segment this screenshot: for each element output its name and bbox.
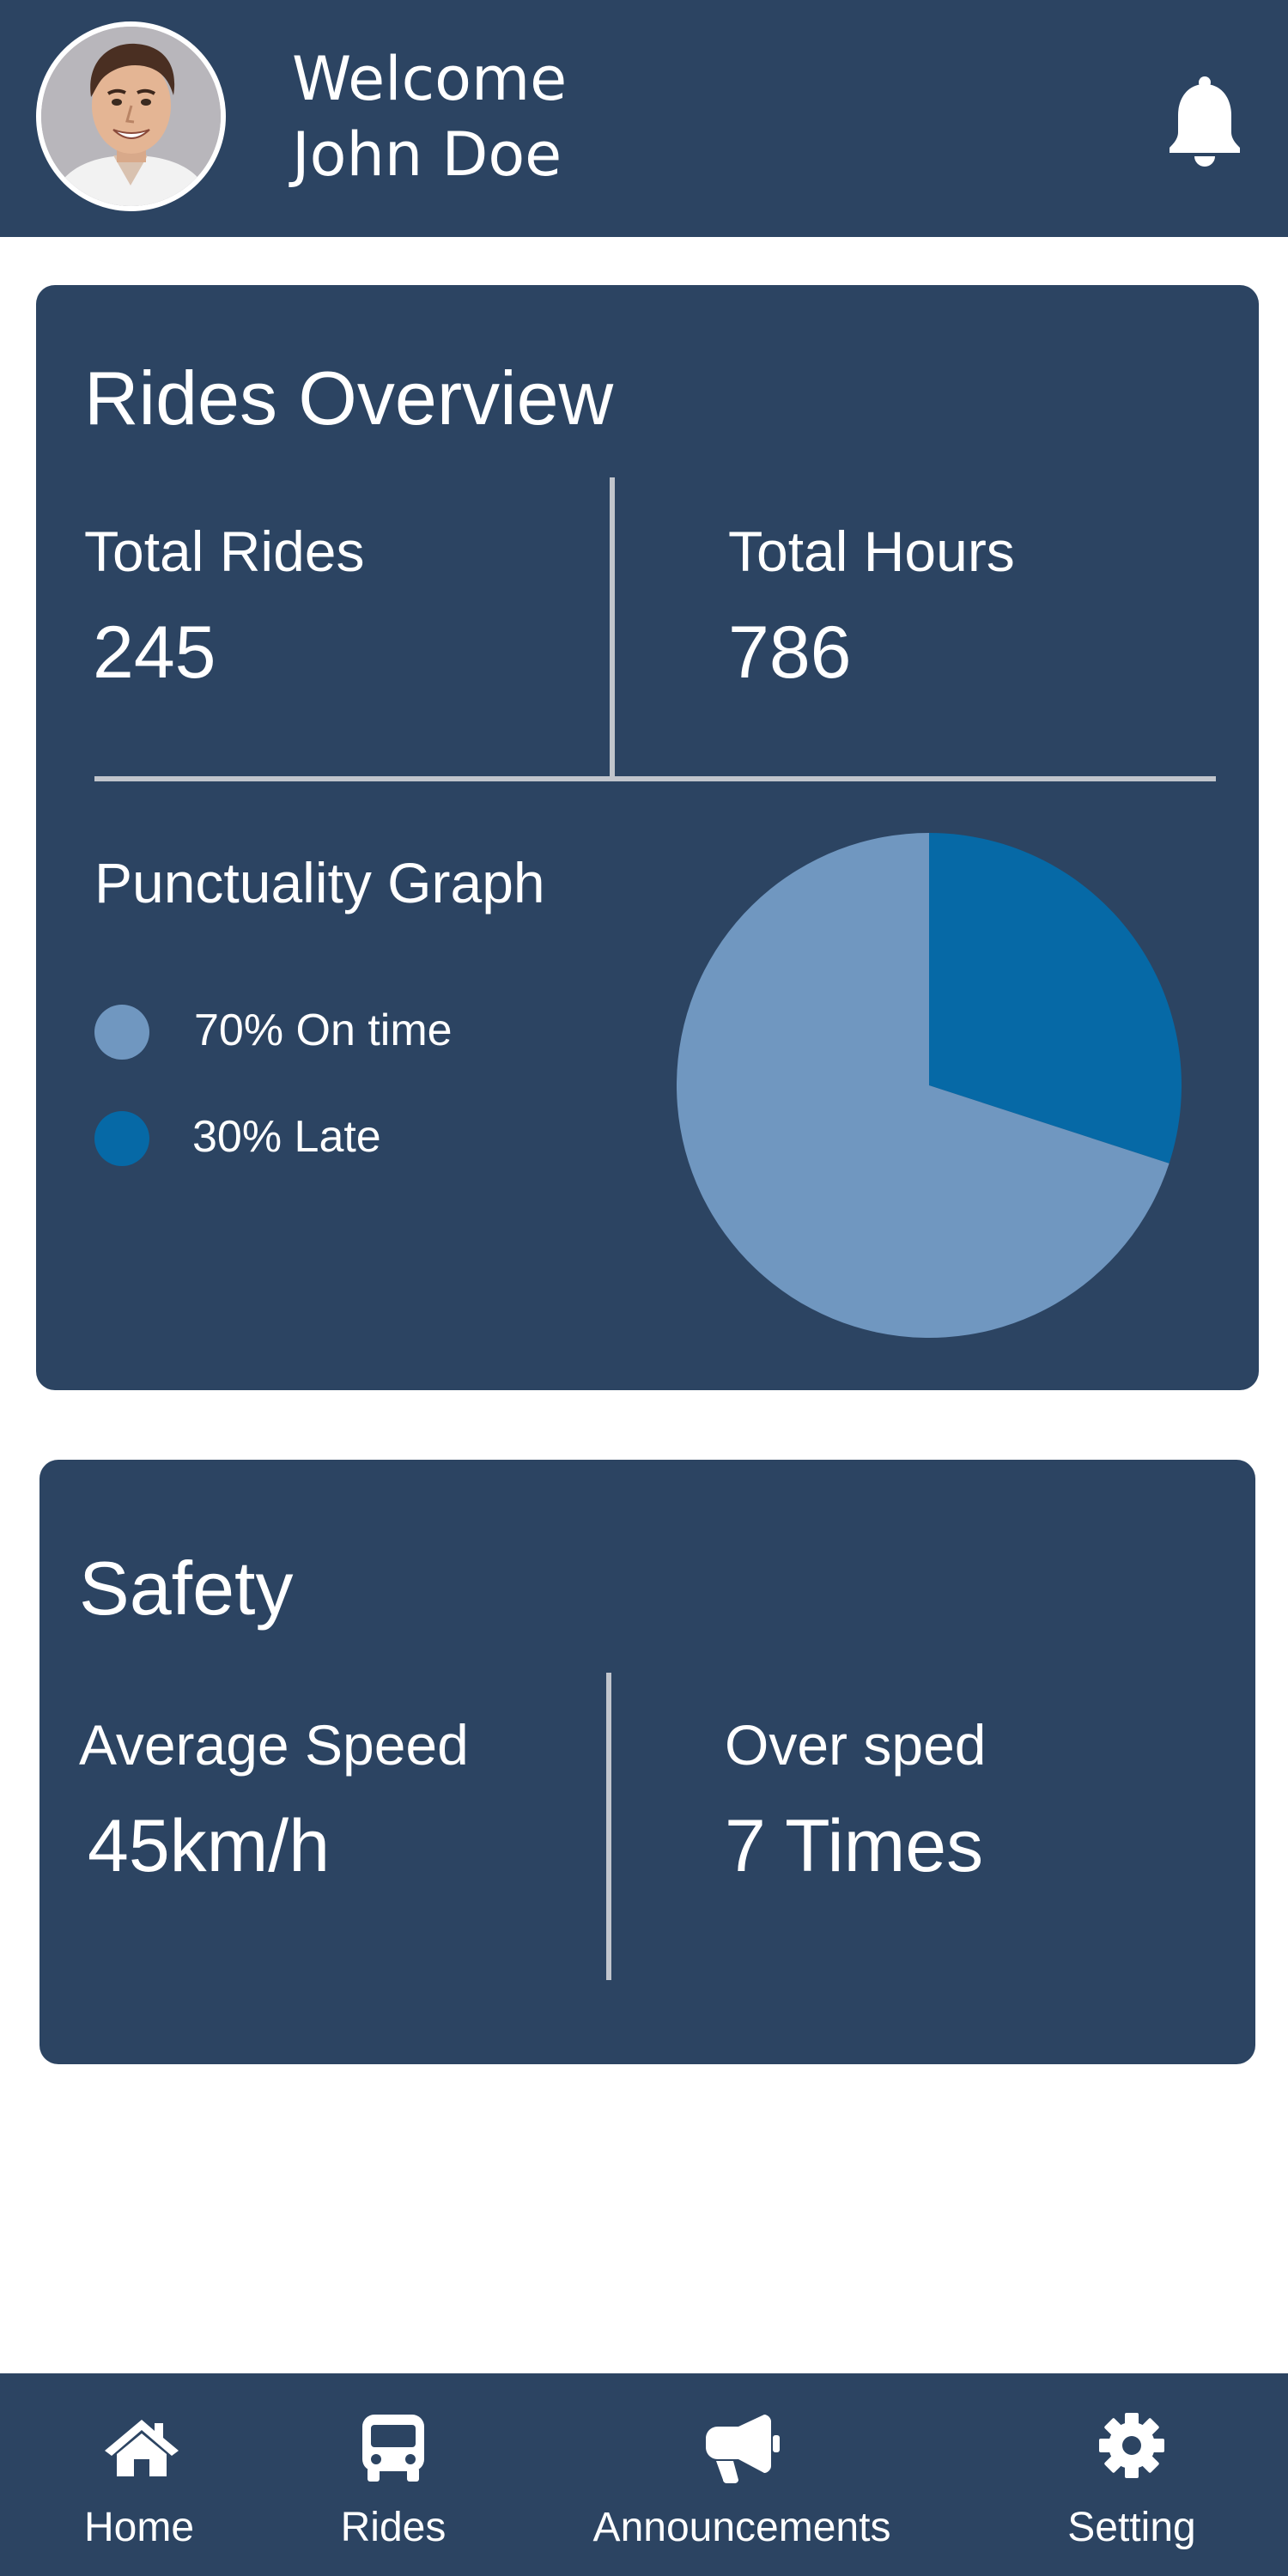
- over-sped-value: 7 Times: [725, 1805, 984, 1887]
- welcome-message: Welcome John Doe: [292, 41, 567, 192]
- average-speed-label: Average Speed: [79, 1713, 469, 1777]
- legend-late-dot: [94, 1111, 149, 1166]
- safety-vertical-divider: [606, 1673, 611, 1980]
- average-speed-value: 45km/h: [88, 1805, 331, 1887]
- punctuality-graph-title: Punctuality Graph: [94, 851, 545, 914]
- nav-label-rides: Rides: [340, 2505, 447, 2550]
- bus-icon: [362, 2415, 424, 2482]
- safety-card: Safety Average Speed 45km/h Over sped 7 …: [39, 1460, 1255, 2064]
- total-rides-value: 245: [93, 611, 216, 694]
- legend-on-time-dot: [94, 1005, 149, 1060]
- nav-item-home[interactable]: Home: [69, 2373, 215, 2576]
- nav-label-setting: Setting: [1067, 2505, 1196, 2550]
- over-sped-label: Over sped: [725, 1713, 987, 1777]
- punctuality-pie-chart: [676, 833, 1182, 1338]
- megaphone-icon: [706, 2415, 780, 2483]
- nav-item-setting[interactable]: Setting: [1056, 2373, 1202, 2576]
- nav-label-home: Home: [83, 2505, 195, 2550]
- app-header: Welcome John Doe: [0, 0, 1288, 237]
- total-rides-label: Total Rides: [84, 519, 365, 583]
- nav-item-rides[interactable]: Rides: [326, 2373, 464, 2576]
- gear-icon: [1099, 2413, 1164, 2478]
- bottom-navigation: Home Rides Announcements: [0, 2373, 1288, 2576]
- user-avatar[interactable]: [36, 21, 226, 211]
- home-icon: [105, 2420, 179, 2476]
- legend-late-label: 30% Late: [192, 1112, 381, 1162]
- welcome-text: Welcome: [292, 44, 568, 114]
- safety-title: Safety: [79, 1546, 294, 1631]
- rides-overview-card: Rides Overview Total Rides 245 Total Hou…: [36, 285, 1259, 1390]
- legend-on-time-label: 70% On time: [194, 1005, 453, 1055]
- rides-overview-title: Rides Overview: [84, 355, 614, 440]
- nav-label-announcements: Announcements: [592, 2505, 891, 2550]
- total-hours-label: Total Hours: [728, 519, 1015, 583]
- pie-slice-late: [929, 833, 1182, 1163]
- user-name: John Doe: [292, 119, 562, 190]
- bell-icon[interactable]: [1168, 76, 1242, 167]
- stats-vertical-divider: [610, 477, 615, 778]
- stats-horizontal-divider: [94, 776, 1216, 781]
- total-hours-value: 786: [728, 611, 852, 694]
- avatar-portrait-icon: [41, 27, 221, 206]
- nav-item-announcements[interactable]: Announcements: [592, 2373, 893, 2576]
- pie-slice-on-time: [676, 833, 1170, 1338]
